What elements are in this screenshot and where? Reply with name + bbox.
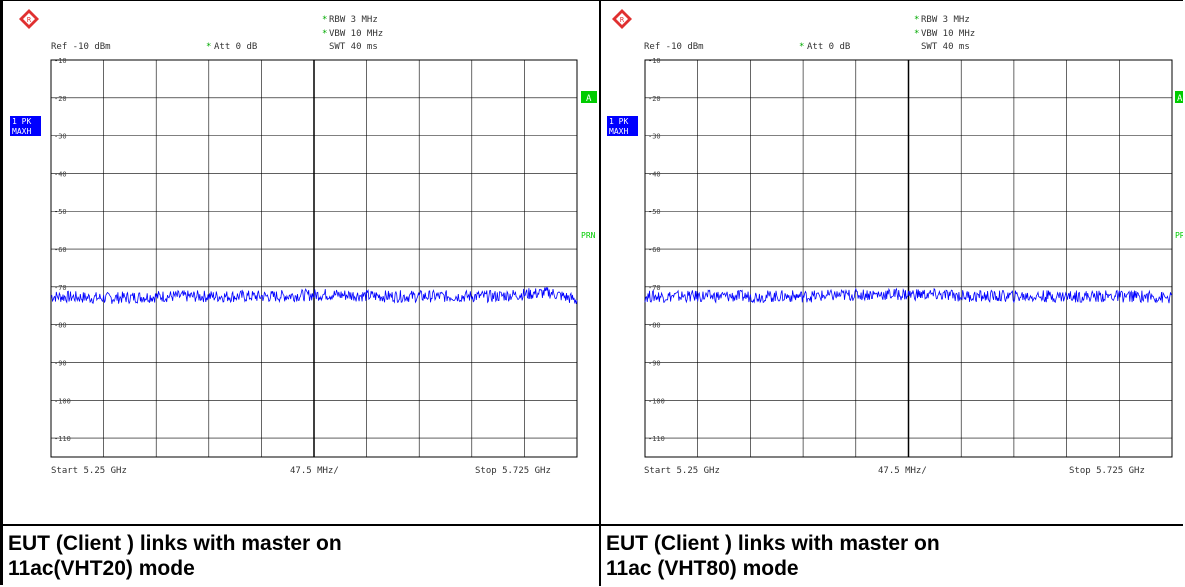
vbw-label: VBW 10 MHz [921,29,975,39]
rohde-schwarz-logo: R [19,9,39,29]
y-tick-label: -40 [648,170,661,178]
trace-badge-top-bg [607,116,638,126]
caption-right-line2: 11ac (VHT80) mode [606,557,799,580]
caption-right: EUT (Client ) links with master on 11ac … [606,531,940,581]
y-tick-label: -10 [54,57,67,65]
span-per-division-label: 47.5 MHz/ [878,466,927,476]
rbw-star: * [914,15,919,25]
spectrum-trace [50,287,578,305]
att-star: * [799,42,804,52]
marker-prn: PRN [581,231,596,240]
y-tick-label: -80 [54,322,67,330]
row-divider [3,524,1183,526]
vbw-label: VBW 10 MHz [329,29,383,39]
trace-badge-bottom: MAXH [609,127,628,136]
y-tick-label: -90 [54,359,67,367]
y-tick-label: -30 [648,133,661,141]
span-per-division-label: 47.5 MHz/ [290,466,339,476]
spectrum-plot-right: R * RBW 3 MHz * VBW 10 MHz Ref -10 dBm *… [607,9,1185,476]
rbw-star: * [322,15,327,25]
ref-level-label: Ref -10 dBm [644,42,704,52]
stop-frequency-label: Stop 5.725 GHz [475,466,551,476]
y-tick-label: -60 [54,246,67,254]
svg-text:R: R [27,16,32,24]
plot-area-right: -10 -20 -30 -40 -50 -60 -70 -80 -90 -100 -110 [644,57,1173,458]
trace-badge-bottom-bg [607,126,638,136]
y-tick-label: -20 [648,95,661,103]
vbw-star: * [914,29,919,39]
sweep-time-label: SWT 40 ms [329,42,378,52]
spectrum-plot-left: R * RBW 3 MHz * VBW 10 MHz Ref -10 dBm *… [10,9,597,476]
y-tick-label: -100 [648,397,665,405]
caption-left-line2: 11ac(VHT20) mode [8,557,195,580]
y-tick-label: -110 [648,435,665,443]
y-tick-label: -50 [648,208,661,216]
y-tick-label: -100 [54,397,71,405]
column-divider [599,1,601,586]
caption-left: EUT (Client ) links with master on 11ac(… [8,531,342,581]
trace-badge-top-bg [10,116,41,126]
y-tick-label: -20 [54,95,67,103]
spectrum-panel-left: R * RBW 3 MHz * VBW 10 MHz Ref -10 dBm *… [3,1,599,524]
attenuation-label: Att 0 dB [214,42,257,52]
rohde-schwarz-logo: R [612,9,632,29]
rbw-label: RBW 3 MHz [921,15,970,25]
trace-badge-bottom: MAXH [12,127,31,136]
trace-badge-top: 1 PK [609,117,628,126]
plot-area-left: -10 -20 -30 -40 -50 -60 -70 -80 -90 -100 -110 [50,57,578,458]
vbw-star: * [322,29,327,39]
stop-frequency-label: Stop 5.725 GHz [1069,466,1145,476]
sweep-time-label: SWT 40 ms [921,42,970,52]
y-tick-label: -80 [648,322,661,330]
marker-a: A [586,94,592,104]
caption-right-line1: EUT (Client ) links with master on [606,532,940,555]
y-tick-label: -40 [54,170,67,178]
y-tick-label: -70 [54,284,67,292]
y-tick-label: -50 [54,208,67,216]
marker-a-bg [1175,91,1185,103]
marker-a-bg [581,91,597,103]
att-star: * [206,42,211,52]
rbw-label: RBW 3 MHz [329,15,378,25]
y-tick-label: -90 [648,359,661,367]
y-tick-label: -70 [648,284,661,292]
svg-text:R: R [620,16,625,24]
ref-level-label: Ref -10 dBm [51,42,111,52]
marker-prn: PRN [1175,231,1183,240]
y-tick-label: -30 [54,133,67,141]
start-frequency-label: Start 5.25 GHz [644,466,720,476]
marker-a: A [1177,94,1183,104]
caption-left-line1: EUT (Client ) links with master on [8,532,342,555]
y-tick-label: -10 [648,57,661,65]
trace-badge-top: 1 PK [12,117,31,126]
attenuation-label: Att 0 dB [807,42,850,52]
spectrum-panel-right: R * RBW 3 MHz * VBW 10 MHz Ref -10 dBm *… [601,1,1185,524]
trace-badge-bottom-bg [10,126,41,136]
start-frequency-label: Start 5.25 GHz [51,466,127,476]
y-tick-label: -60 [648,246,661,254]
y-tick-label: -110 [54,435,71,443]
spectrum-trace [644,287,1173,304]
